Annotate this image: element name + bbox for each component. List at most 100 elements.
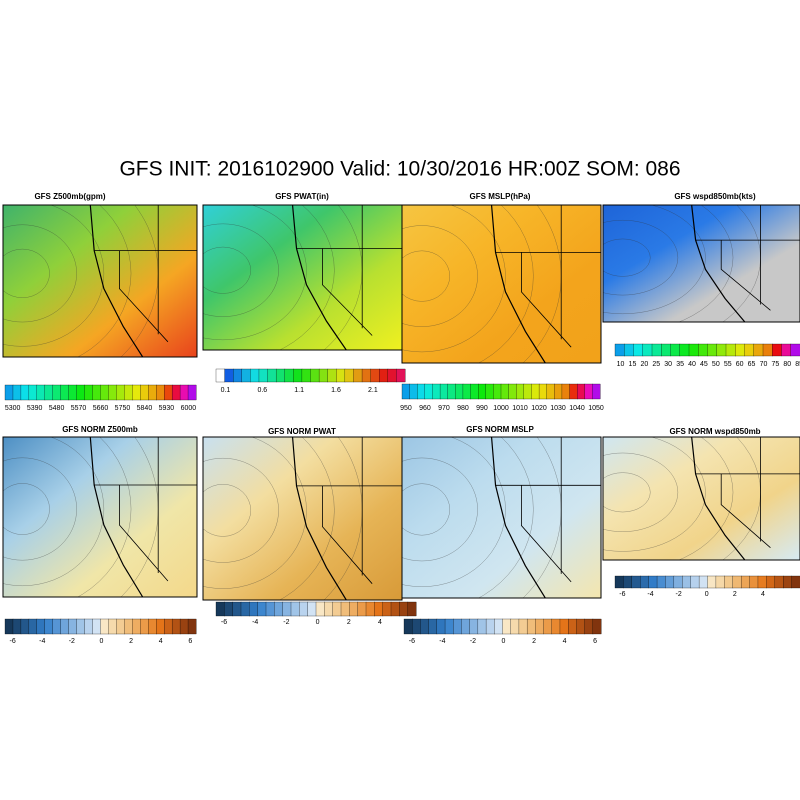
colorbar-swatch <box>740 575 750 589</box>
colorbar-swatch <box>749 575 759 589</box>
colorbar-label: 5660 <box>93 405 109 412</box>
colorbar-swatch <box>396 368 406 383</box>
map-panel <box>402 205 601 363</box>
colorbar-label: -2 <box>676 591 682 598</box>
map-field <box>603 437 800 560</box>
colorbar-swatch <box>401 383 411 400</box>
colorbar-swatch <box>661 343 671 357</box>
colorbar-swatch <box>332 601 342 617</box>
colorbar-label: 5750 <box>115 405 131 412</box>
contour <box>603 452 679 532</box>
colorbar-swatch <box>92 618 101 635</box>
colorbar-swatch <box>365 601 375 617</box>
state-border <box>695 205 800 311</box>
colorbar-swatch <box>399 601 409 617</box>
contour <box>3 205 105 347</box>
colorbar-swatch <box>725 343 736 357</box>
colorbar-swatch <box>171 618 181 635</box>
colorbar-swatch <box>20 618 30 635</box>
panel-title: GFS Z500mb(gpm) <box>34 192 105 201</box>
colorbar-swatch <box>753 343 764 357</box>
map-panel <box>3 437 197 597</box>
colorbar-swatch <box>293 368 303 383</box>
colorbar-swatch <box>361 368 372 383</box>
panel-title: GFS NORM MSLP <box>466 425 534 434</box>
colorbar-swatch <box>470 383 479 400</box>
colorbar-swatch <box>538 383 548 400</box>
contour <box>203 484 251 537</box>
contour <box>203 223 279 317</box>
colorbar-swatch <box>382 601 392 617</box>
colorbar-label: 970 <box>438 405 450 412</box>
colorbar-swatch <box>318 368 329 383</box>
colorbar-swatch <box>559 618 569 635</box>
colorbar-label: 0 <box>705 591 709 598</box>
colorbar-swatch <box>20 384 30 401</box>
colorbar-label: 2 <box>347 619 351 626</box>
colorbar-swatch <box>707 575 717 589</box>
colorbar-swatch <box>224 601 234 617</box>
colorbar-swatch <box>327 368 337 383</box>
map-field <box>3 205 197 357</box>
colorbar-swatch <box>315 601 325 617</box>
colorbar-swatch <box>215 368 226 383</box>
colorbar-label: 2 <box>733 591 737 598</box>
contour <box>77 205 132 357</box>
colorbar-swatch <box>453 618 462 635</box>
colorbar-swatch <box>584 383 593 400</box>
colorbar-swatch <box>100 618 109 635</box>
colorbar-swatch <box>614 343 625 357</box>
contour <box>3 437 105 586</box>
colorbar-swatch <box>124 618 133 635</box>
colorbar-swatch <box>28 618 38 635</box>
colorbar-label: 40 <box>688 361 696 368</box>
colorbar-swatch <box>478 383 487 400</box>
map-panel <box>203 437 402 600</box>
colorbar-swatch <box>673 575 683 589</box>
colorbar-swatch <box>428 618 438 635</box>
contour <box>203 205 307 341</box>
colorbar-swatch <box>374 601 384 617</box>
colorbar-swatch <box>485 618 495 635</box>
colorbar-swatch <box>409 383 418 400</box>
colorbar-label: 960 <box>419 405 431 412</box>
coastline <box>291 437 347 600</box>
colorbar-swatch <box>526 618 536 635</box>
colorbar-swatch <box>648 575 658 589</box>
colorbar-label: -6 <box>409 638 415 645</box>
state-border <box>94 205 197 343</box>
colorbar-swatch <box>265 601 275 617</box>
colorbar-swatch <box>679 343 690 357</box>
colorbar-swatch <box>623 575 633 589</box>
colorbar-swatch <box>267 368 277 383</box>
state-border <box>296 205 402 336</box>
contour <box>678 437 734 560</box>
colorbar-swatch <box>357 601 367 617</box>
colorbar-swatch <box>84 618 93 635</box>
map-panel <box>3 205 197 357</box>
colorbar-label: -6 <box>221 619 227 626</box>
colorbar-swatch <box>108 384 117 401</box>
colorbar-swatch <box>494 618 503 635</box>
colorbar-label: 950 <box>400 405 412 412</box>
colorbar-swatch <box>84 384 93 401</box>
colorbar-swatch <box>275 368 286 383</box>
colorbar-swatch <box>36 384 46 401</box>
colorbar-swatch <box>233 368 243 383</box>
colorbar-swatch <box>500 383 510 400</box>
colorbar-label: 1050 <box>588 405 604 412</box>
colorbar-label: 2.1 <box>368 387 378 394</box>
colorbar-swatch <box>340 601 350 617</box>
colorbar-swatch <box>485 383 494 400</box>
colorbar-swatch <box>12 384 22 401</box>
panel-title: GFS NORM wspd850mb <box>669 427 760 436</box>
colorbar-swatch <box>187 618 197 635</box>
colorbar-label: 60 <box>736 361 744 368</box>
colorbar-swatch <box>68 618 78 635</box>
colorbar-swatch <box>716 343 727 357</box>
contour <box>603 205 706 314</box>
colorbar-swatch <box>148 618 157 635</box>
colorbar-swatch <box>403 618 413 635</box>
colorbar-swatch <box>698 343 708 357</box>
colorbar-swatch <box>4 618 14 635</box>
